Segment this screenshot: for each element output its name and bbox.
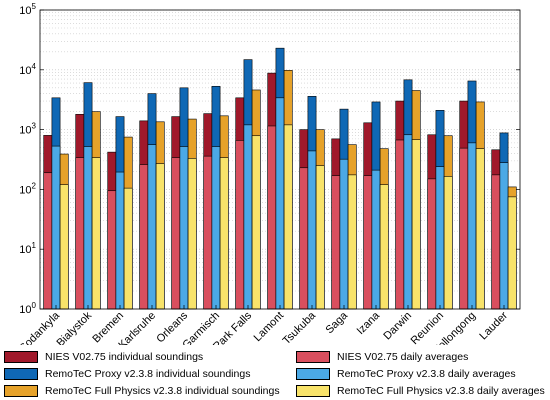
legend-label-fullphysics-individual: RemoTeC Full Physics v2.3.8 individual s… [45,385,280,397]
bar-nies-daily [107,190,117,310]
bar-fullphysics-daily [283,124,293,310]
bar-proxy-daily [275,97,285,310]
bar-fullphysics-daily [91,157,101,310]
bar-proxy-daily [467,142,477,310]
legend-swatch-nies-individual [4,351,38,363]
bar-proxy-daily [435,166,445,310]
bar-fullphysics-daily [315,165,325,310]
bar-nies-daily [171,157,181,310]
bar-nies-daily [235,140,245,310]
legend-item-fullphysics-daily: RemoTeC Full Physics v2.3.8 daily averag… [296,384,545,398]
bar-proxy-daily [339,158,349,310]
bar-fullphysics-daily [347,174,357,310]
bar-proxy-daily [179,146,189,310]
bar-proxy-daily [243,124,253,310]
bar-nies-daily [395,139,405,310]
bar-proxy-daily [211,146,221,310]
bar-fullphysics-daily [507,196,517,310]
legend-item-nies-daily: NIES V02.75 daily averages [296,350,468,364]
bar-nies-daily [75,157,85,310]
bar-proxy-daily [499,162,509,310]
bar-proxy-daily [51,145,61,310]
legend-swatch-nies-daily [296,351,330,363]
bar-proxy-daily [115,171,125,310]
bar-nies-daily [331,175,341,310]
bar-nies-daily [139,164,149,310]
bar-proxy-daily [307,150,317,310]
y-tick-label: 104 [19,62,36,77]
x-tick-label: Tsukuba [281,309,319,345]
bar-fullphysics-daily [379,184,389,310]
legend-item-fullphysics-individual: RemoTeC Full Physics v2.3.8 individual s… [4,384,280,398]
legend-item-nies-individual: NIES V02.75 individual soundings [4,350,203,364]
bar-fullphysics-daily [187,158,197,310]
bar-fullphysics-daily [475,148,485,310]
bar-nies-daily [43,172,53,310]
bar-nies-daily [203,155,213,310]
y-tick-label: 101 [19,241,36,256]
x-tick-label: Izana [355,309,383,337]
y-tick-label: 105 [19,2,36,17]
bar-fullphysics-daily [443,176,453,310]
legend-swatch-fullphysics-daily [296,385,330,397]
bar-fullphysics-daily [251,135,261,310]
bar-nies-daily [459,147,469,310]
bar-nies-daily [491,174,501,310]
legend-label-nies-individual: NIES V02.75 individual soundings [45,351,204,363]
y-tick-label: 100 [19,301,36,316]
y-tick-label: 103 [19,122,36,137]
legend-label-proxy-individual: RemoTeC Proxy v2.3.8 individual sounding… [45,368,251,380]
bar-fullphysics-daily [219,157,229,310]
bar-fullphysics-daily [123,187,133,310]
bar-fullphysics-daily [59,184,69,310]
x-tick-label: Bialystok [55,309,95,345]
legend-item-proxy-daily: RemoTeC Proxy v2.3.8 daily averages [296,367,516,381]
bar-proxy-daily [371,169,381,310]
bar-proxy-daily [83,146,93,310]
legend-label-proxy-daily: RemoTeC Proxy v2.3.8 daily averages [337,368,516,380]
y-tick-label: 102 [19,181,36,196]
bar-proxy-daily [147,144,157,310]
legend: NIES V02.75 individual soundings RemoTeC… [0,344,550,400]
plot-frame [39,9,521,310]
bar-nies-daily [427,178,437,310]
bar-nies-daily [267,125,277,310]
legend-swatch-fullphysics-individual [4,385,38,397]
bar-proxy-daily [403,134,413,310]
legend-label-nies-daily: NIES V02.75 daily averages [337,351,469,363]
legend-swatch-proxy-individual [4,368,38,380]
legend-swatch-proxy-daily [296,368,330,380]
bar-fullphysics-daily [155,163,165,310]
x-tick-label: Lauder [477,309,510,342]
bar-fullphysics-daily [411,139,421,310]
chart-svg: SodankylaBialystokBremenKarlsruheOrleans… [17,2,521,345]
legend-item-proxy-individual: RemoTeC Proxy v2.3.8 individual sounding… [4,367,250,381]
bar-nies-daily [299,167,309,310]
bar-nies-daily [363,175,373,310]
legend-label-fullphysics-daily: RemoTeC Full Physics v2.3.8 daily averag… [337,385,545,397]
x-tick-label: Saga [323,309,350,336]
